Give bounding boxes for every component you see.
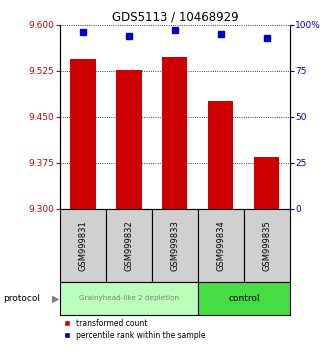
Bar bbox=[198, 281, 290, 315]
Bar bbox=[244, 209, 290, 281]
Bar bbox=[116, 70, 142, 209]
Text: GSM999834: GSM999834 bbox=[216, 220, 225, 270]
Bar bbox=[152, 209, 198, 281]
Bar bbox=[198, 209, 244, 281]
Text: ▶: ▶ bbox=[52, 293, 60, 303]
Bar bbox=[254, 157, 279, 209]
Text: Grainyhead-like 2 depletion: Grainyhead-like 2 depletion bbox=[79, 296, 179, 302]
Text: GSM999835: GSM999835 bbox=[262, 220, 271, 270]
Title: GDS5113 / 10468929: GDS5113 / 10468929 bbox=[112, 11, 238, 24]
Legend: transformed count, percentile rank within the sample: transformed count, percentile rank withi… bbox=[64, 319, 205, 339]
Text: protocol: protocol bbox=[3, 294, 40, 303]
Bar bbox=[208, 102, 233, 209]
Bar bbox=[70, 58, 96, 209]
Bar bbox=[60, 209, 106, 281]
Text: GSM999833: GSM999833 bbox=[170, 220, 179, 270]
Text: GSM999831: GSM999831 bbox=[78, 220, 88, 270]
Bar bbox=[60, 281, 198, 315]
Bar bbox=[106, 209, 152, 281]
Text: GSM999832: GSM999832 bbox=[124, 220, 134, 270]
Bar bbox=[162, 57, 187, 209]
Text: control: control bbox=[228, 294, 259, 303]
